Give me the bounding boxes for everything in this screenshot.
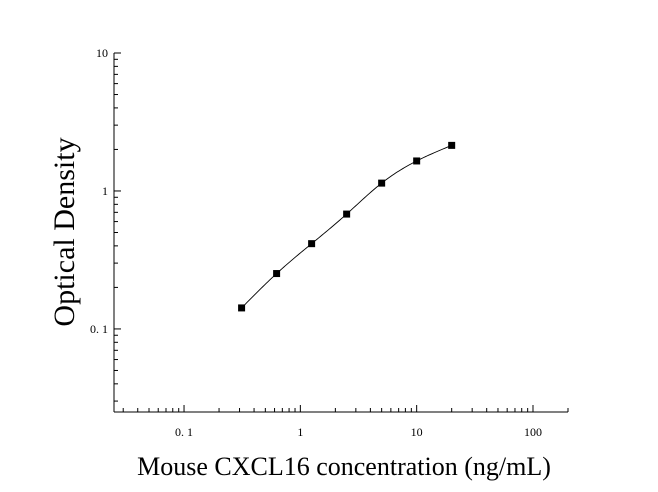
y-tick-label: 0. 1 [90,322,108,336]
data-points-layer [238,141,456,312]
data-point [448,141,456,149]
data-point [343,210,351,218]
data-point [413,157,421,165]
data-point [238,304,246,312]
data-point [273,270,281,278]
data-point [308,240,316,248]
x-axis-title: Mouse CXCL16 concentration (ng/mL) [137,452,551,481]
data-point [378,179,386,187]
y-tick-label: 10 [96,46,108,60]
x-tick-label: 1 [297,425,303,439]
fit-curve-layer [241,144,452,309]
x-tick-label: 100 [524,425,542,439]
fit-curve [241,144,452,309]
y-ticks: 0. 1 1 10 [90,46,121,402]
y-tick-label: 1 [102,184,108,198]
x-tick-label: 0. 1 [175,425,193,439]
axes [113,53,568,413]
x-tick-label: 10 [411,425,423,439]
y-axis-title: Optical Density [48,137,81,326]
x-ticks: 0. 1 1 10 100 [122,405,569,439]
